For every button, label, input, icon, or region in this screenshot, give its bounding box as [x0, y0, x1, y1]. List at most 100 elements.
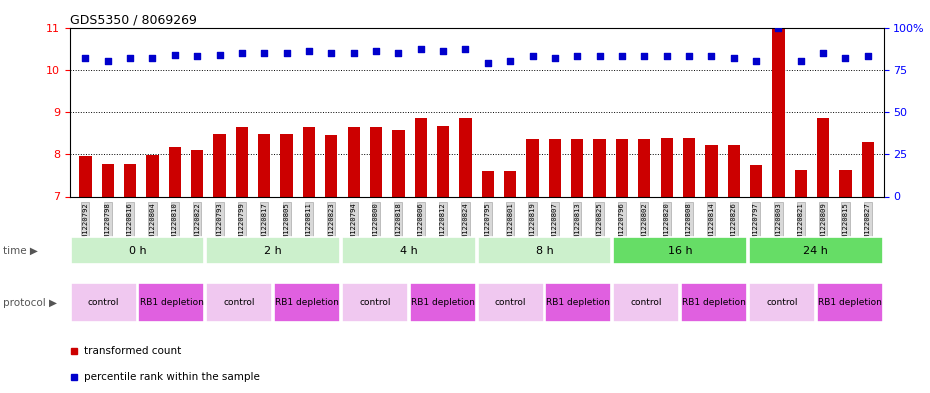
Point	[368, 48, 383, 54]
Point	[301, 48, 316, 54]
Bar	[124, 163, 137, 196]
Bar	[71, 237, 205, 264]
Text: 16 h: 16 h	[668, 246, 692, 255]
Bar	[459, 118, 472, 196]
Text: time ▶: time ▶	[3, 246, 37, 255]
Point	[100, 58, 115, 64]
Bar	[545, 283, 611, 323]
Bar	[303, 127, 315, 196]
Bar	[660, 138, 672, 196]
Bar	[410, 283, 476, 323]
Text: 2 h: 2 h	[264, 246, 282, 255]
Text: RB1 depletion: RB1 depletion	[140, 298, 204, 307]
Bar	[705, 145, 718, 196]
Bar	[477, 237, 611, 264]
Bar	[593, 140, 605, 196]
Bar	[206, 283, 272, 323]
Bar	[638, 140, 650, 196]
Point	[503, 58, 518, 64]
Point	[257, 50, 272, 56]
Point	[726, 55, 741, 61]
Bar	[749, 237, 883, 264]
Point	[682, 53, 697, 59]
Text: RB1 depletion: RB1 depletion	[411, 298, 474, 307]
Point	[78, 55, 93, 61]
Bar	[326, 135, 338, 196]
Bar	[392, 130, 405, 196]
Bar	[772, 28, 785, 196]
Bar	[504, 171, 516, 196]
Text: transformed count: transformed count	[84, 346, 181, 356]
Point	[570, 53, 585, 59]
Bar	[817, 283, 883, 323]
Bar	[549, 140, 561, 196]
Point	[860, 53, 875, 59]
Point	[525, 53, 540, 59]
Text: protocol ▶: protocol ▶	[3, 298, 57, 308]
Bar	[613, 237, 747, 264]
Point	[637, 53, 652, 59]
Text: RB1 depletion: RB1 depletion	[682, 298, 746, 307]
Point	[190, 53, 205, 59]
Bar	[259, 134, 271, 196]
Bar	[749, 283, 815, 323]
Text: RB1 depletion: RB1 depletion	[547, 298, 610, 307]
Point	[435, 48, 450, 54]
Bar	[146, 155, 159, 196]
Text: GDS5350 / 8069269: GDS5350 / 8069269	[70, 13, 196, 26]
Bar	[727, 145, 740, 196]
Point	[458, 46, 472, 53]
Text: control: control	[88, 298, 119, 307]
Point	[749, 58, 764, 64]
Text: RB1 depletion: RB1 depletion	[817, 298, 882, 307]
Bar	[794, 170, 807, 196]
Point	[793, 58, 808, 64]
Bar	[342, 283, 408, 323]
Bar	[571, 140, 583, 196]
Bar	[281, 134, 293, 196]
Point	[704, 53, 719, 59]
Text: 8 h: 8 h	[536, 246, 553, 255]
Bar	[191, 150, 204, 196]
Bar	[616, 140, 628, 196]
Bar	[348, 127, 360, 196]
Point	[212, 51, 227, 58]
Bar	[840, 170, 852, 196]
Bar	[526, 140, 538, 196]
Bar	[206, 237, 340, 264]
Bar	[750, 165, 763, 196]
Bar	[168, 147, 181, 196]
Text: control: control	[359, 298, 391, 307]
Bar	[79, 156, 91, 196]
Point	[548, 55, 563, 61]
Text: control: control	[766, 298, 798, 307]
Bar	[477, 283, 543, 323]
Bar	[101, 163, 113, 196]
Point	[123, 55, 138, 61]
Point	[771, 24, 786, 31]
Text: control: control	[223, 298, 255, 307]
Bar	[683, 138, 695, 196]
Bar	[213, 134, 226, 196]
Point	[324, 50, 339, 56]
Point	[234, 50, 249, 56]
Text: 4 h: 4 h	[400, 246, 418, 255]
Bar	[342, 237, 476, 264]
Bar	[415, 118, 427, 196]
Text: RB1 depletion: RB1 depletion	[275, 298, 339, 307]
Bar	[482, 171, 494, 196]
Text: 0 h: 0 h	[128, 246, 146, 255]
Bar	[139, 283, 205, 323]
Text: control: control	[631, 298, 662, 307]
Point	[391, 50, 405, 56]
Text: percentile rank within the sample: percentile rank within the sample	[84, 372, 259, 382]
Bar	[235, 127, 248, 196]
Point	[816, 50, 830, 56]
Point	[167, 51, 182, 58]
Bar	[681, 283, 747, 323]
Point	[481, 60, 496, 66]
Point	[145, 55, 160, 61]
Bar	[862, 142, 874, 196]
Text: 24 h: 24 h	[804, 246, 828, 255]
Bar	[817, 118, 830, 196]
